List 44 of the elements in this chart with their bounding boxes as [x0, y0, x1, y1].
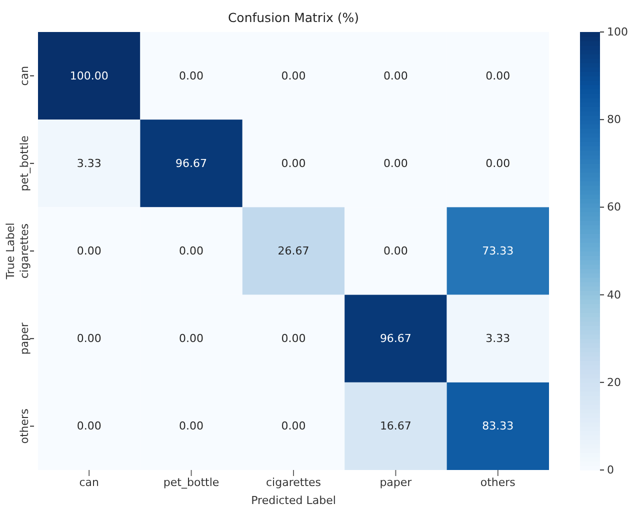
- x-tick-label: cigarettes: [266, 476, 322, 489]
- data-label: 0.00: [383, 244, 408, 258]
- data-label: 0.00: [179, 420, 204, 433]
- data-label: 3.33: [486, 332, 510, 346]
- color-bar-label: 40: [607, 288, 621, 302]
- data-label: 0.00: [281, 420, 306, 433]
- data-label: 0.00: [179, 332, 204, 346]
- data-label: 0.00: [383, 69, 408, 82]
- data-label: 3.33: [76, 156, 102, 170]
- color-bar-label: 100: [607, 26, 628, 38]
- y-tick-label: paper: [18, 322, 31, 355]
- x-tick-label: paper: [380, 476, 412, 489]
- y-tick-label: pet_bottle: [18, 135, 31, 192]
- data-label: 0.00: [179, 244, 204, 258]
- x-tick-label: pet_bottle: [163, 476, 220, 489]
- data-label: 0.00: [76, 420, 102, 433]
- data-label: 0.00: [383, 156, 408, 170]
- data-label: 0.00: [76, 332, 102, 346]
- data-label: 0.00: [76, 244, 102, 258]
- data-label: 0.00: [281, 332, 306, 346]
- data-label: 96.67: [176, 156, 208, 170]
- color-bar-label: 0: [607, 464, 614, 476]
- x-axis-title: Predicted Label: [251, 494, 336, 507]
- x-tick-label: others: [480, 476, 516, 489]
- y-axis-title: True Label: [4, 222, 17, 280]
- data-label: 0.00: [179, 69, 204, 82]
- data-label: 16.67: [380, 420, 412, 433]
- y-tick-label: cigarettes: [18, 223, 31, 278]
- data-label: 0.00: [486, 156, 510, 170]
- y-tick-label: can: [18, 66, 31, 86]
- data-label: 100.00: [70, 69, 108, 82]
- data-label: 73.33: [482, 244, 514, 258]
- data-label: 0.00: [486, 69, 510, 82]
- x-tick-label: can: [79, 476, 100, 489]
- y-tick-label: others: [18, 408, 31, 444]
- color-bar-label: 20: [607, 376, 621, 389]
- chart-title: Confusion Matrix (%): [228, 10, 360, 25]
- data-label: 0.00: [281, 69, 306, 82]
- data-label: 96.67: [380, 332, 412, 346]
- color-bar-label: 80: [607, 113, 621, 126]
- data-label: 0.00: [281, 156, 306, 170]
- color-bar-label: 60: [607, 200, 621, 214]
- data-label: 26.67: [278, 244, 310, 258]
- data-label: 83.33: [482, 420, 514, 433]
